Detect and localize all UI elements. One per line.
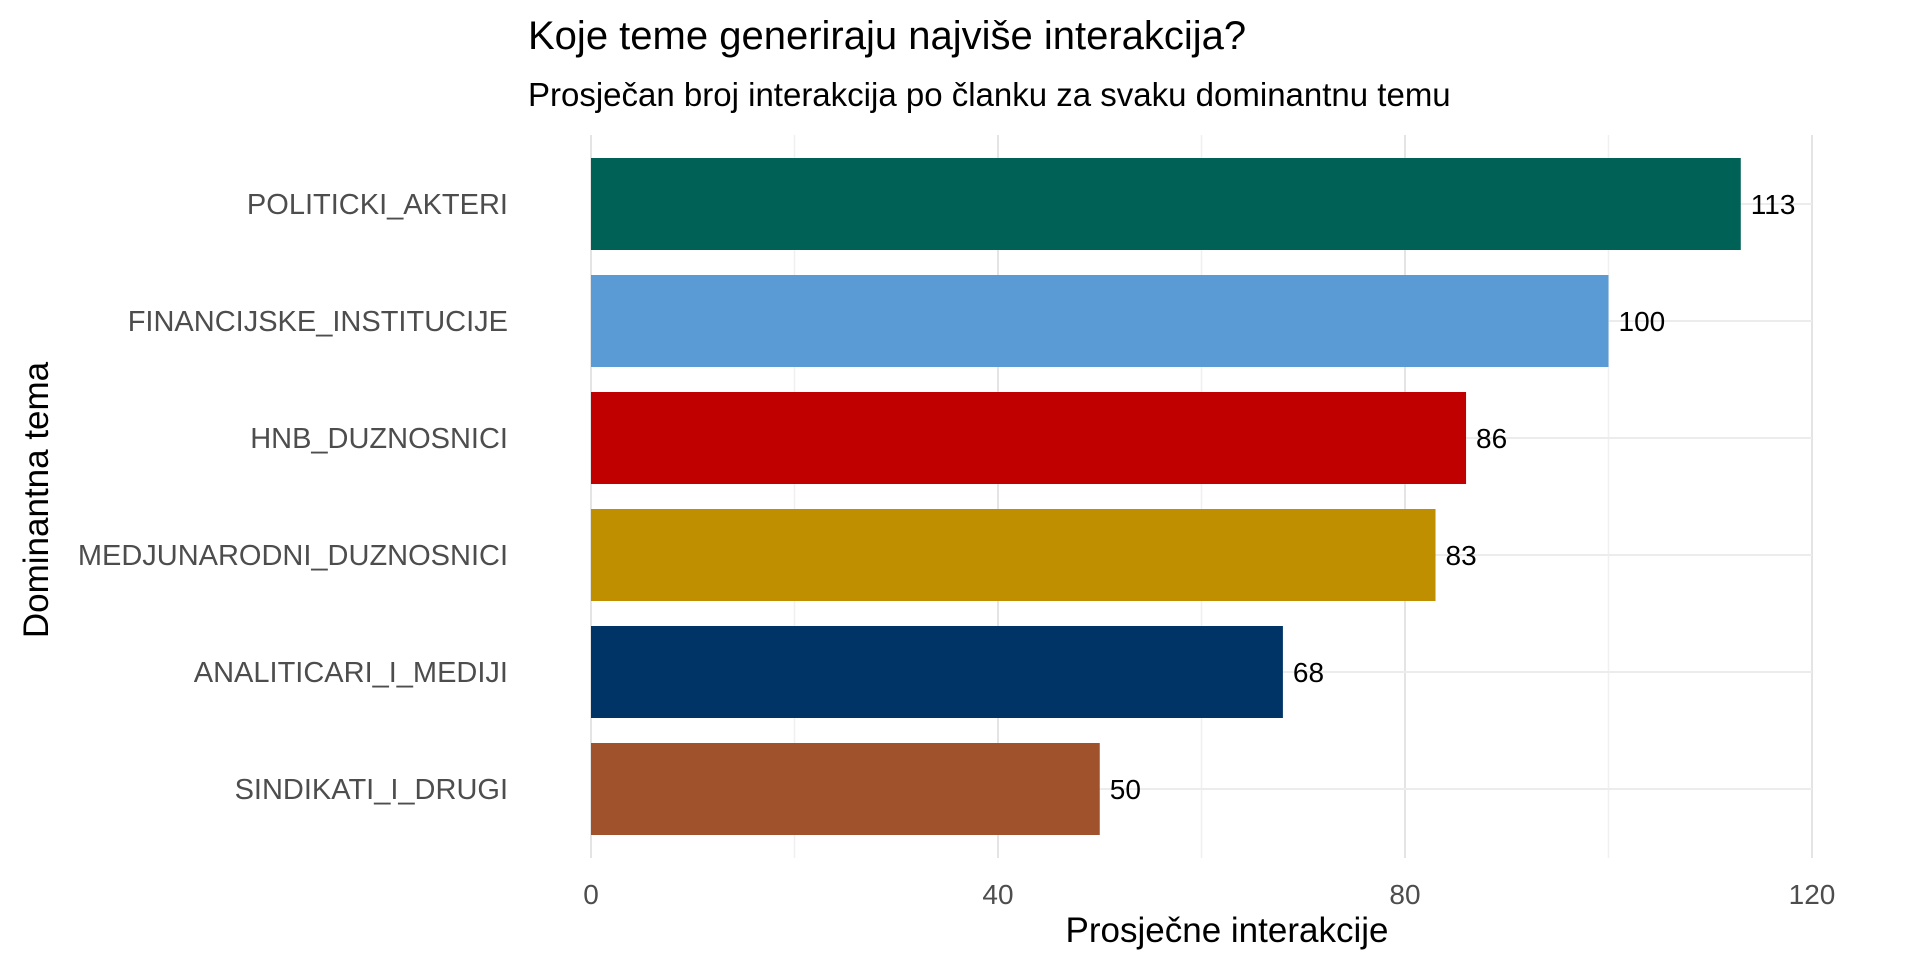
x-tick-label: 0 [583,879,599,910]
y-axis-title: Dominantna tema [17,361,56,638]
y-tick-label: POLITICKI_AKTERI [247,189,508,221]
data-label: 83 [1446,540,1477,571]
y-tick-label: MEDJUNARODNI_DUZNOSNICI [78,540,508,572]
data-label: 86 [1476,423,1507,454]
chart-subtitle: Prosječan broj interakcija po članku za … [528,76,1451,113]
bar [591,275,1609,367]
x-tick-label: 80 [1389,879,1420,910]
data-label: 68 [1293,657,1324,688]
data-label: 100 [1619,306,1666,337]
y-tick-label: HNB_DUZNOSNICI [250,423,508,455]
bar [591,509,1436,601]
labels: 0 40 80 120 POLITICKI_AKTERI 113 FINANCIJSKE_I… [78,189,1836,910]
chart-title: Koje teme generiraju najviše interakcija… [528,14,1247,58]
y-tick-label: SINDIKATI_I_DRUGI [235,774,508,806]
x-tick-label: 40 [982,879,1013,910]
x-tick-label: 120 [1789,879,1836,910]
data-label: 50 [1110,774,1141,805]
x-axis-title: Prosječne interakcije [1066,911,1389,950]
data-label: 113 [1751,189,1796,220]
y-tick-label: FINANCIJSKE_INSTITUCIJE [128,306,508,338]
bars [591,158,1741,835]
bar [591,392,1467,484]
y-tick-label: ANALITICARI_I_MEDIJI [194,657,508,689]
bar [591,158,1741,250]
bar [591,626,1283,718]
bar [591,743,1100,835]
